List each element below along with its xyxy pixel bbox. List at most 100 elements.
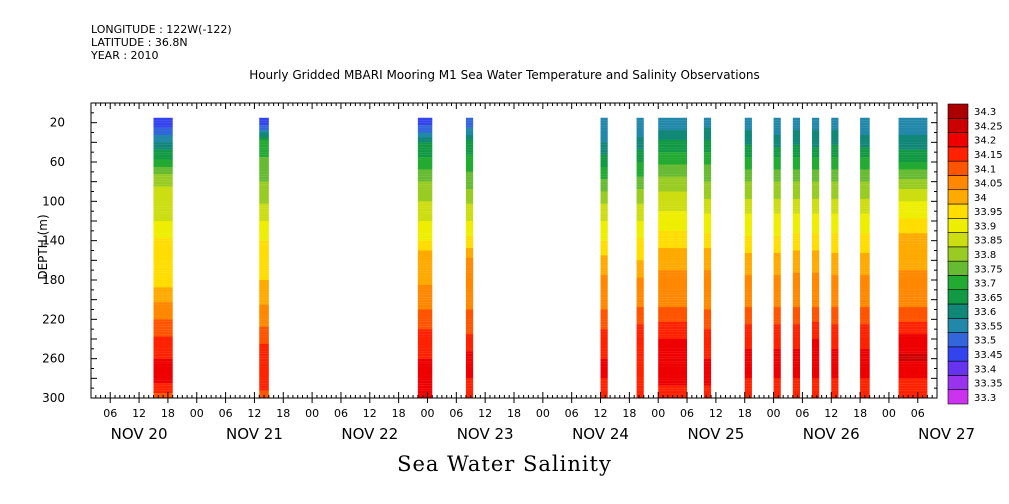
salinity-cell — [703, 309, 712, 313]
salinity-cell — [744, 117, 752, 121]
salinity-cell — [831, 272, 839, 276]
salinity-cell — [792, 221, 801, 224]
salinity-cell — [773, 289, 781, 293]
salinity-cell — [658, 176, 688, 180]
salinity-cell — [259, 117, 269, 121]
salinity-cell — [658, 348, 688, 352]
salinity-cell — [744, 294, 752, 298]
salinity-cell — [792, 353, 801, 357]
salinity-cell — [812, 164, 820, 168]
salinity-cell — [831, 321, 839, 325]
salinity-cell — [898, 196, 928, 199]
salinity-cell — [465, 159, 474, 163]
salinity-cell — [773, 206, 781, 209]
salinity-cell — [860, 184, 870, 187]
salinity-cell — [792, 294, 801, 298]
salinity-cell — [658, 216, 688, 219]
salinity-cell — [898, 302, 928, 305]
salinity-cell — [831, 216, 839, 219]
salinity-cell — [153, 267, 173, 271]
salinity-cell — [703, 388, 712, 391]
salinity-cell — [153, 255, 173, 258]
salinity-cell — [465, 260, 474, 263]
salinity-cell — [259, 299, 269, 303]
salinity-cell — [898, 368, 928, 372]
salinity-cell — [703, 373, 712, 376]
salinity-cell — [773, 174, 781, 177]
salinity-cell — [259, 353, 269, 357]
salinity-cell — [744, 203, 752, 207]
salinity-cell — [703, 334, 712, 337]
x-hour-label: 00 — [420, 407, 434, 420]
salinity-cell — [465, 240, 474, 244]
salinity-cell — [898, 216, 928, 219]
x-hour-label: 18 — [853, 407, 867, 420]
salinity-cell — [792, 218, 801, 222]
salinity-cell — [860, 280, 870, 283]
salinity-cell — [636, 302, 644, 305]
salinity-cell — [831, 144, 839, 148]
salinity-cell — [417, 240, 433, 244]
salinity-cell — [658, 132, 688, 136]
x-hour-label: 18 — [622, 407, 636, 420]
colorbar-swatch — [947, 103, 969, 119]
salinity-cell — [703, 356, 712, 359]
salinity-cell — [600, 201, 608, 204]
salinity-cell — [792, 260, 801, 263]
salinity-cell — [465, 120, 474, 123]
salinity-cell — [417, 294, 433, 298]
salinity-cell — [417, 358, 433, 362]
salinity-cell — [831, 166, 839, 170]
salinity-cell — [812, 184, 820, 187]
salinity-cell — [259, 351, 269, 354]
salinity-cell — [465, 304, 474, 308]
salinity-cell — [636, 272, 644, 276]
salinity-cell — [600, 230, 608, 234]
salinity-cell — [744, 166, 752, 170]
salinity-cell — [773, 307, 781, 310]
salinity-cell — [812, 211, 820, 214]
salinity-cell — [860, 154, 870, 158]
salinity-cell — [465, 203, 474, 207]
salinity-cell — [831, 334, 839, 337]
salinity-cell — [898, 378, 928, 381]
salinity-cell — [812, 319, 820, 322]
salinity-cell — [703, 316, 712, 320]
salinity-cell — [744, 383, 752, 386]
salinity-cell — [636, 282, 644, 286]
salinity-cell — [792, 125, 801, 128]
salinity-cell — [860, 277, 870, 281]
salinity-cell — [792, 321, 801, 325]
salinity-cell — [773, 358, 781, 362]
salinity-cell — [831, 174, 839, 177]
salinity-cell — [465, 245, 474, 249]
salinity-cell — [812, 339, 820, 342]
salinity-cell — [860, 218, 870, 222]
salinity-cell — [703, 294, 712, 298]
salinity-cell — [812, 294, 820, 298]
salinity-cell — [636, 257, 644, 261]
salinity-profile-13 — [831, 117, 839, 399]
salinity-cell — [898, 203, 928, 207]
salinity-cell — [259, 366, 269, 369]
salinity-cell — [860, 162, 870, 165]
salinity-cell — [773, 270, 781, 273]
salinity-cell — [898, 171, 928, 175]
salinity-cell — [417, 223, 433, 227]
salinity-cell — [792, 132, 801, 136]
salinity-cell — [153, 120, 173, 123]
salinity-cell — [636, 181, 644, 185]
salinity-cell — [812, 132, 820, 136]
salinity-cell — [600, 331, 608, 335]
salinity-cell — [600, 326, 608, 330]
salinity-cell — [744, 329, 752, 332]
salinity-cell — [898, 174, 928, 177]
salinity-cell — [465, 294, 474, 298]
salinity-cell — [259, 125, 269, 128]
salinity-cell — [744, 147, 752, 150]
salinity-cell — [259, 169, 269, 172]
salinity-cell — [898, 201, 928, 204]
salinity-cell — [792, 162, 801, 165]
salinity-cell — [658, 277, 688, 281]
salinity-cell — [703, 162, 712, 165]
